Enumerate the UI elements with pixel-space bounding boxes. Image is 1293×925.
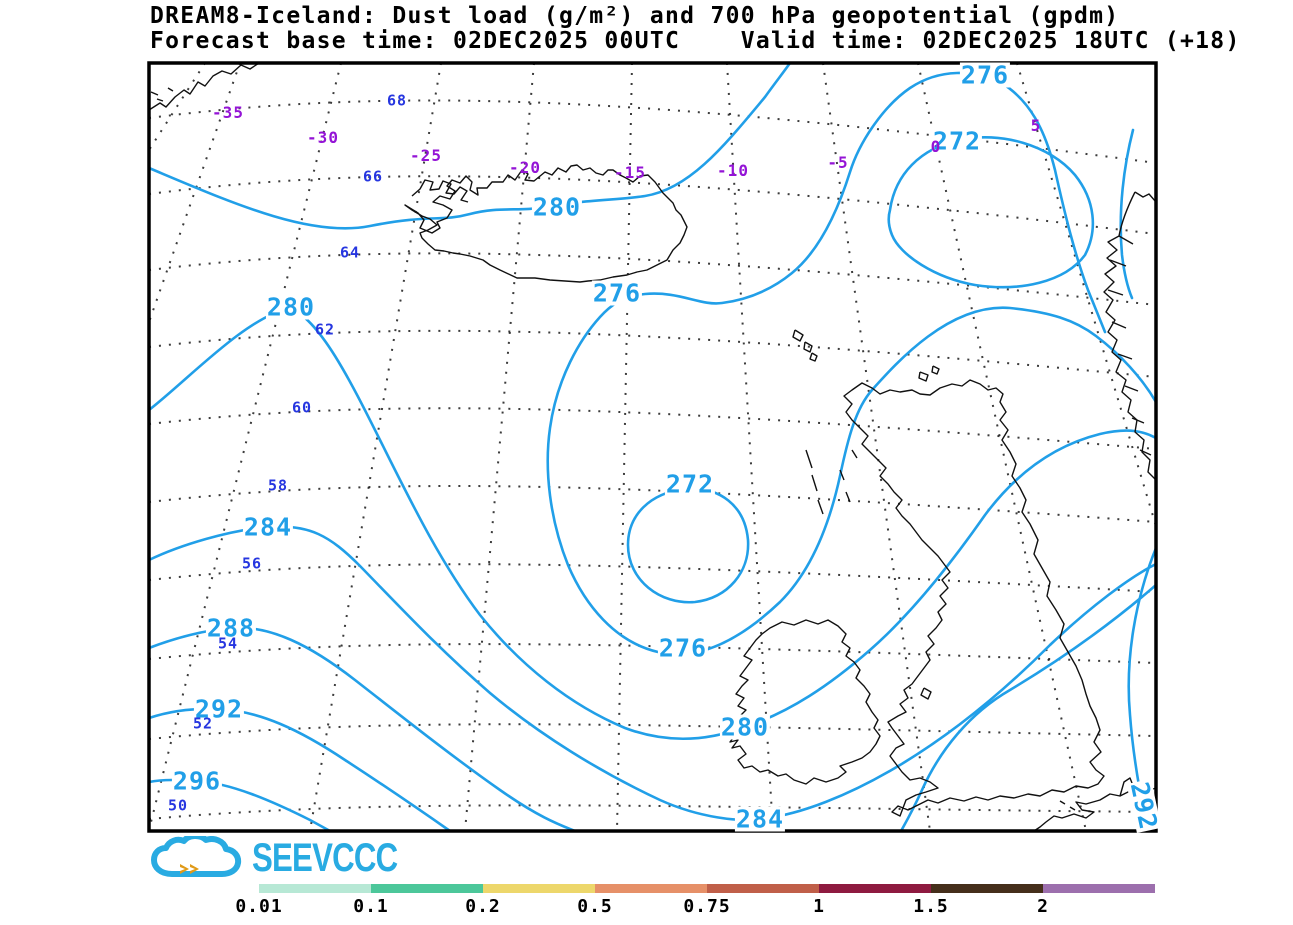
colorbar-segment <box>931 884 1043 893</box>
contour-280-south <box>147 306 1158 741</box>
coast-faroe-islands <box>792 329 818 362</box>
coast-channel-islands <box>1059 800 1076 811</box>
contour-288-west <box>147 626 577 833</box>
coast-great-britain <box>843 379 1105 817</box>
colorbar-tick-2: 2 <box>1037 896 1049 917</box>
arrow-chevrons <box>180 864 199 874</box>
coast-norway-fjords <box>1107 235 1152 456</box>
colorbar-segment <box>1043 884 1155 893</box>
coast-greenland-islands <box>150 87 174 102</box>
colorbar-tick-0.2: 0.2 <box>465 896 501 917</box>
cloud-icon <box>151 836 242 877</box>
colorbar-segment <box>595 884 707 893</box>
graticule-meridians <box>148 62 1157 832</box>
page-title: DREAM8-Iceland: Dust load (g/m²) and 700… <box>150 4 1241 54</box>
contour-292-east <box>1127 546 1158 833</box>
contour-272-loop-ne <box>887 136 1095 289</box>
colorbar-segment <box>371 884 483 893</box>
map-border <box>147 61 1158 833</box>
logo-text: SEEVCCC <box>252 836 398 880</box>
coast-greenland <box>148 62 260 111</box>
seevccc-logo: SEEVCCC <box>150 836 438 880</box>
coast-hebrides <box>805 449 858 515</box>
contour-284 <box>147 525 1158 822</box>
colorbar-tick-1: 1 <box>813 896 825 917</box>
contour-272-norway-fragment <box>1119 128 1135 300</box>
colorbar-segment <box>819 884 931 893</box>
contour-296 <box>147 778 332 833</box>
graticule-parallels <box>148 99 1157 820</box>
colorbar-tick-0.1: 0.1 <box>353 896 389 917</box>
coast-iceland-westfjords <box>411 179 469 203</box>
colorbar-segment <box>259 884 371 893</box>
geopotential-contours <box>147 61 1158 833</box>
contour-272-loop-west <box>626 487 750 604</box>
dust-load-colorbar: 0.01 0.1 0.2 0.5 0.75 1 1.5 2 <box>235 884 1155 917</box>
coast-isle-of-man <box>920 687 932 700</box>
colorbar-tick-1.5: 1.5 <box>913 896 949 917</box>
coastlines <box>148 62 1157 832</box>
colorbar-tick-0.75: 0.75 <box>683 896 731 917</box>
contour-292-west <box>147 707 452 833</box>
coast-ireland <box>729 619 881 785</box>
title-line2: Forecast base time: 02DEC2025 00UTC Vali… <box>150 28 1241 54</box>
colorbar-segment <box>483 884 595 893</box>
colorbar-tick-0.01: 0.01 <box>235 896 283 917</box>
coast-orkney <box>918 365 940 382</box>
title-line1: DREAM8-Iceland: Dust load (g/m²) and 700… <box>150 3 1120 29</box>
colorbar-segment <box>707 884 819 893</box>
colorbar-tick-0.5: 0.5 <box>577 896 613 917</box>
contour-280-north <box>147 61 792 230</box>
